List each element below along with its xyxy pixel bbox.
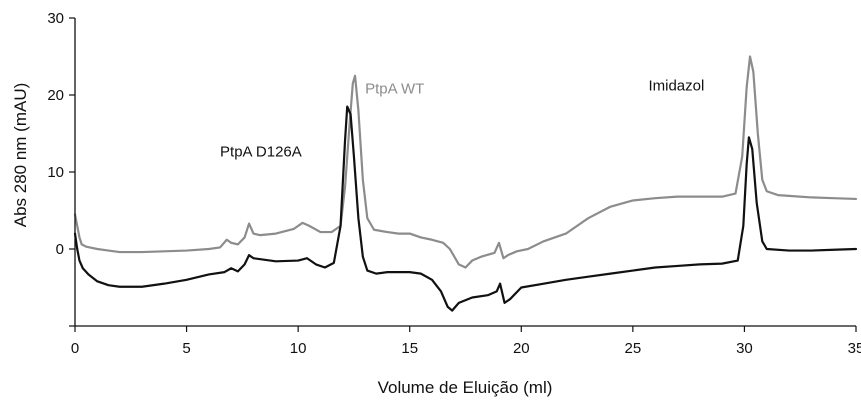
y-ticks: 0 10 20 30 — [47, 10, 75, 327]
x-axis-title: Volume de Eluição (ml) — [378, 378, 553, 397]
x-tick-label: 5 — [182, 340, 190, 357]
x-tick-label: 20 — [513, 340, 530, 357]
annotation-ptpa-d126a: PtpA D126A — [220, 144, 302, 161]
annotations: PtpA WT PtpA D126A Imidazol — [220, 77, 704, 160]
y-tick-label: 20 — [47, 87, 64, 104]
y-axis-title: Abs 280 nm (mAU) — [11, 83, 30, 228]
x-tick-label: 30 — [736, 340, 753, 357]
x-tick-label: 0 — [71, 340, 79, 357]
annotation-ptpa-wt: PtpA WT — [365, 80, 424, 97]
y-tick-label: 10 — [47, 164, 64, 181]
plot-area — [73, 55, 858, 312]
series-line-ptpa-wt — [73, 55, 858, 269]
x-tick-label: 25 — [625, 340, 642, 357]
x-tick-label: 15 — [401, 340, 418, 357]
y-tick-label: 0 — [56, 241, 64, 258]
y-tick-label: 30 — [47, 10, 64, 27]
annotation-imidazol: Imidazol — [648, 77, 704, 94]
x-tick-label: 35 — [848, 340, 861, 357]
series-line-ptpa-d126a — [73, 105, 858, 312]
x-tick-label: 10 — [290, 340, 307, 357]
x-ticks: 0 5 10 15 20 25 30 35 — [71, 326, 861, 357]
